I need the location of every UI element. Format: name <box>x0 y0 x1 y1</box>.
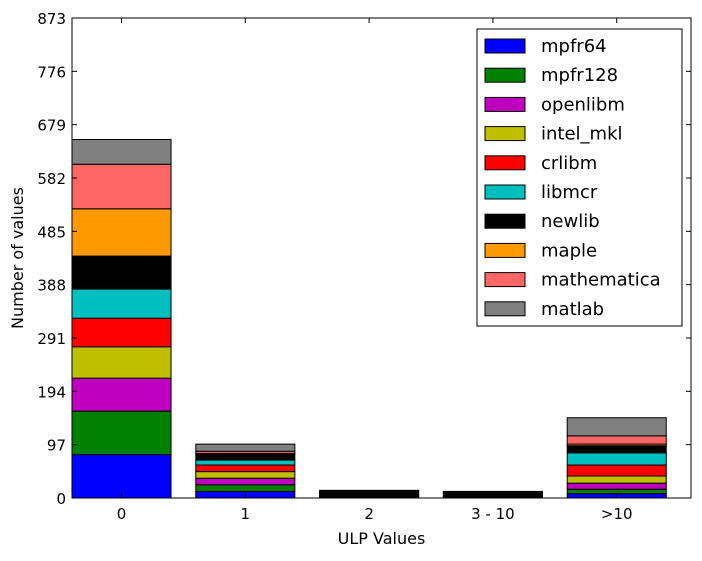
bar-segment-newlib-1 <box>195 453 296 461</box>
y-tick-label: 291 <box>37 330 66 348</box>
legend-swatch-crlibm <box>484 155 526 171</box>
legend-label-newlib: newlib <box>541 211 600 232</box>
legend-swatch-newlib <box>484 213 526 229</box>
bar-segment-newlib-4 <box>566 445 667 454</box>
y-tick-label: 485 <box>37 223 66 241</box>
y-tick-label: 0 <box>56 490 66 508</box>
bar-segment-openlibm-1 <box>195 477 296 486</box>
legend-swatch-libmcr <box>484 184 526 200</box>
bar-segment-matlab-1 <box>195 443 296 452</box>
legend-swatch-mpfr64 <box>484 38 526 54</box>
legend-label-intel_mkl: intel_mkl <box>541 124 623 145</box>
x-tick-label: 1 <box>241 505 251 523</box>
bar-segment-libmcr-4 <box>566 452 667 466</box>
bar-segment-matlab-0 <box>71 139 172 165</box>
x-tick-label: >10 <box>601 505 633 523</box>
bar-segment-libmcr-0 <box>71 288 172 319</box>
legend-swatch-openlibm <box>484 96 526 112</box>
legend-label-matlab: matlab <box>541 299 604 320</box>
bar-segment-mpfr128-1 <box>195 484 296 492</box>
bar-segment-matlab-3 <box>442 490 543 493</box>
legend-label-openlibm: openlibm <box>541 94 625 115</box>
bar-segment-matlab-4 <box>566 417 667 437</box>
legend-label-mpfr64: mpfr64 <box>541 36 607 57</box>
bar-segment-mpfr64-0 <box>71 454 172 499</box>
bar-segment-intel_mkl-4 <box>566 475 667 484</box>
bar-segment-openlibm-0 <box>71 377 172 412</box>
bar-segment-maple-0 <box>71 208 172 257</box>
bar-segment-newlib-0 <box>71 255 172 290</box>
x-tick-label: 2 <box>364 505 374 523</box>
legend-label-mathematica: mathematica <box>541 270 661 291</box>
y-tick-label: 582 <box>37 170 66 188</box>
ticks-layer: 0 97 194 291 388 485 582 679 776 873 0 1 2 3 - 10 >10 <box>37 10 691 523</box>
y-tick-label: 97 <box>47 437 66 455</box>
bar-segment-mpfr128-0 <box>71 410 172 456</box>
legend-swatch-matlab <box>484 301 526 317</box>
legend-swatch-mpfr128 <box>484 67 526 83</box>
bar-segment-intel_mkl-1 <box>195 471 296 479</box>
bar-segment-crlibm-1 <box>195 464 296 473</box>
x-tick-label: 3 - 10 <box>471 505 515 523</box>
bar-segment-crlibm-4 <box>566 464 667 477</box>
bar-segment-mpfr128-4 <box>566 488 667 495</box>
legend-swatch-maple <box>484 242 526 258</box>
legend-label-mpfr128: mpfr128 <box>541 65 618 86</box>
bar-segment-mathematica-0 <box>71 163 172 210</box>
bar-segment-mathematica-4 <box>566 435 667 445</box>
y-tick-label: 776 <box>37 63 66 81</box>
x-axis-label: ULP Values <box>338 529 426 548</box>
x-tick-label: 0 <box>117 505 127 523</box>
bar-segment-matlab-2 <box>319 489 420 492</box>
bar-segment-intel_mkl-0 <box>71 346 172 379</box>
y-tick-label: 679 <box>37 117 66 135</box>
bar-segment-crlibm-0 <box>71 317 172 348</box>
y-tick-label: 873 <box>37 10 66 28</box>
y-tick-label: 388 <box>37 277 66 295</box>
bar-segment-openlibm-4 <box>566 482 667 490</box>
legend-swatch-intel_mkl <box>484 126 526 142</box>
legend-swatch-mathematica <box>484 272 526 288</box>
legend-label-crlibm: crlibm <box>541 153 597 174</box>
y-axis-label: Number of values <box>8 187 27 329</box>
plot-frame <box>71 17 692 499</box>
legend-label-maple: maple <box>541 240 597 261</box>
y-tick-label: 194 <box>37 383 66 401</box>
legend-label-libmcr: libmcr <box>541 182 598 203</box>
bar-segment-libmcr-1 <box>195 459 296 466</box>
